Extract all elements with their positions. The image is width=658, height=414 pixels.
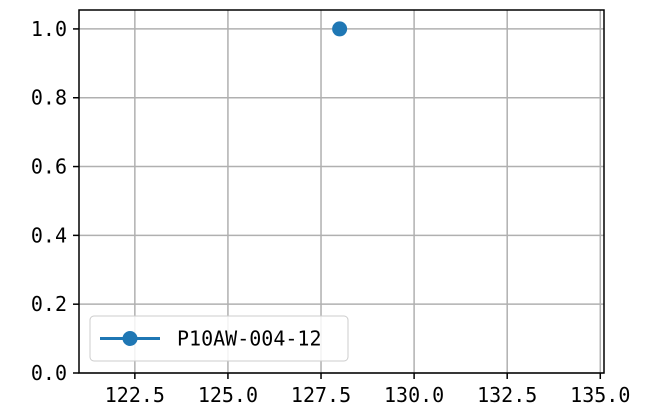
x-tick-labels: 122.5 125.0 127.5 130.0 132.5 135.0 xyxy=(105,383,631,407)
y-tick-label: 0.4 xyxy=(31,223,67,247)
legend-marker xyxy=(122,331,138,346)
y-tick-labels: 0.0 0.2 0.4 0.6 0.8 1.0 xyxy=(31,17,67,385)
series-layer xyxy=(332,21,348,37)
y-tick-label: 1.0 xyxy=(31,17,67,41)
x-tick-label: 130.0 xyxy=(384,383,444,407)
data-point xyxy=(332,21,348,37)
legend-box xyxy=(89,315,349,362)
legend-entry-label: P10AW-004-12 xyxy=(177,327,322,351)
y-tick-label: 0.6 xyxy=(31,155,67,179)
y-tick-label: 0.0 xyxy=(31,361,67,385)
plot-frame xyxy=(78,9,605,374)
x-tick-label: 135.0 xyxy=(570,383,630,407)
x-tick-label: 127.5 xyxy=(291,383,351,407)
x-tick-label: 132.5 xyxy=(477,383,537,407)
x-tick-label: 125.0 xyxy=(198,383,258,407)
tick-marks xyxy=(73,28,602,379)
x-tick-label: 122.5 xyxy=(105,383,165,407)
legend: P10AW-004-12 xyxy=(89,315,349,362)
y-tick-label: 0.2 xyxy=(31,292,67,316)
y-tick-label: 0.8 xyxy=(31,86,67,110)
